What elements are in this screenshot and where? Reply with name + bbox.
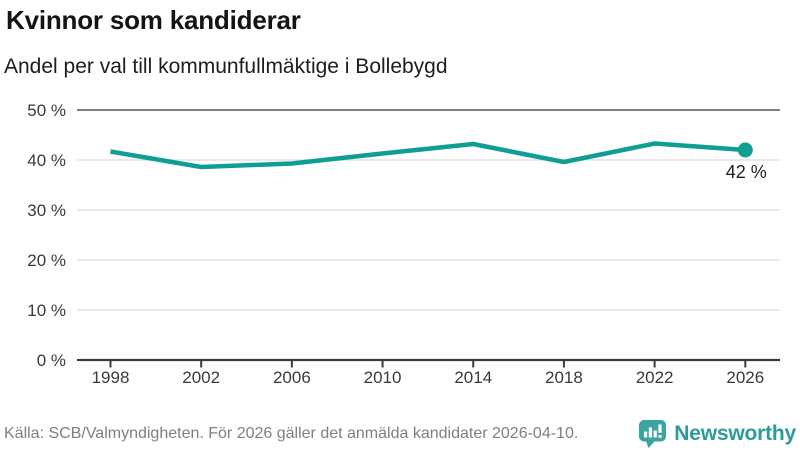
x-tick-label: 2018 [545,368,583,387]
x-tick-label: 2002 [182,368,220,387]
chart-footer: Källa: SCB/Valmyndigheten. För 2026 gäll… [0,417,800,450]
y-tick-label: 20 % [27,251,66,270]
source-note: Källa: SCB/Valmyndigheten. För 2026 gäll… [4,424,579,442]
x-tick-label: 2014 [454,368,492,387]
x-tick-label: 1998 [92,368,130,387]
y-tick-label: 30 % [27,201,66,220]
y-tick-label: 50 % [27,101,66,120]
newsworthy-wordmark: Newsworthy [674,421,796,445]
end-point-label: 42 % [726,162,767,182]
chart-subtitle: Andel per val till kommunfullmäktige i B… [4,55,448,78]
data-line [110,141,746,170]
end-point-marker [737,142,753,158]
x-tick-label: 2026 [726,368,764,387]
newsworthy-logo: Newsworthy [638,419,796,448]
chart-title: Kvinnor som kandiderar [6,5,301,35]
y-tick-label: 40 % [27,151,66,170]
x-tick-label: 2022 [636,368,674,387]
y-tick-label: 0 % [37,351,66,370]
newsworthy-logo-icon [639,419,667,448]
x-tick-label: 2006 [273,368,311,387]
x-tick-label: 2010 [364,368,402,387]
y-tick-label: 10 % [27,301,66,320]
